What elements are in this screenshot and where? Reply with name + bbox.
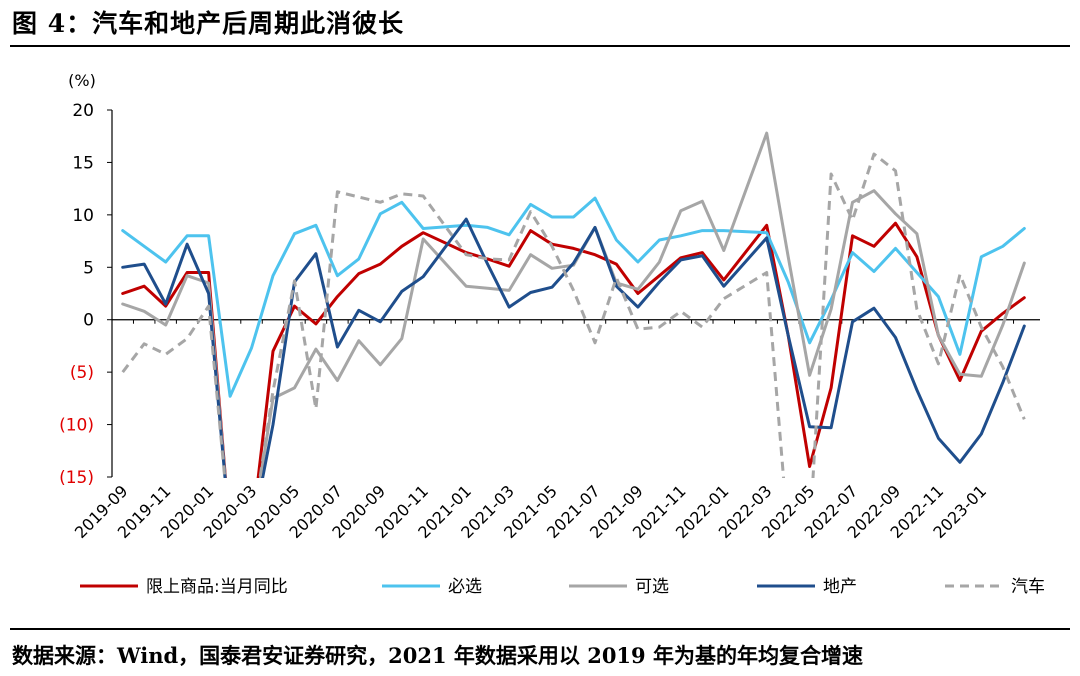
series-line-3 — [121, 217, 1026, 478]
title-rule — [10, 45, 1070, 47]
legend-label: 可选 — [635, 577, 669, 597]
y-tick-label: 0 — [83, 311, 94, 331]
source-note: 数据来源：Wind，国泰君安证券研究，2021 年数据采用以 2019 年为基的… — [12, 643, 863, 668]
line-chart: (%) 20151050(5)(10)(15)2019-092019-11202… — [59, 71, 1045, 597]
figure-title: 图 4：汽车和地产后周期此消彼长 — [12, 9, 405, 38]
legend-label: 必选 — [448, 577, 482, 597]
source-rule — [10, 628, 1070, 630]
series-line-4 — [121, 152, 1026, 478]
y-tick-label: 15 — [72, 153, 94, 173]
y-tick-label: 5 — [83, 258, 94, 278]
legend-label: 地产 — [823, 577, 857, 597]
y-unit-label: (%) — [68, 71, 96, 90]
y-tick-label: 10 — [72, 206, 94, 226]
y-tick-label: (15) — [59, 468, 94, 488]
legend-label: 限上商品:当月同比 — [146, 577, 288, 597]
legend: 限上商品:当月同比 必选 可选 地产 汽车 — [80, 577, 1045, 597]
axes: 20151050(5)(10)(15)2019-092019-112020-01… — [59, 101, 1040, 542]
series-lines — [121, 131, 1026, 478]
y-tick-label: (5) — [70, 363, 94, 383]
series-line-0 — [121, 221, 1026, 478]
y-tick-label: 20 — [72, 101, 94, 121]
series-line-1 — [121, 196, 1026, 398]
y-tick-label: (10) — [59, 416, 94, 436]
legend-label: 汽车 — [1011, 577, 1045, 597]
